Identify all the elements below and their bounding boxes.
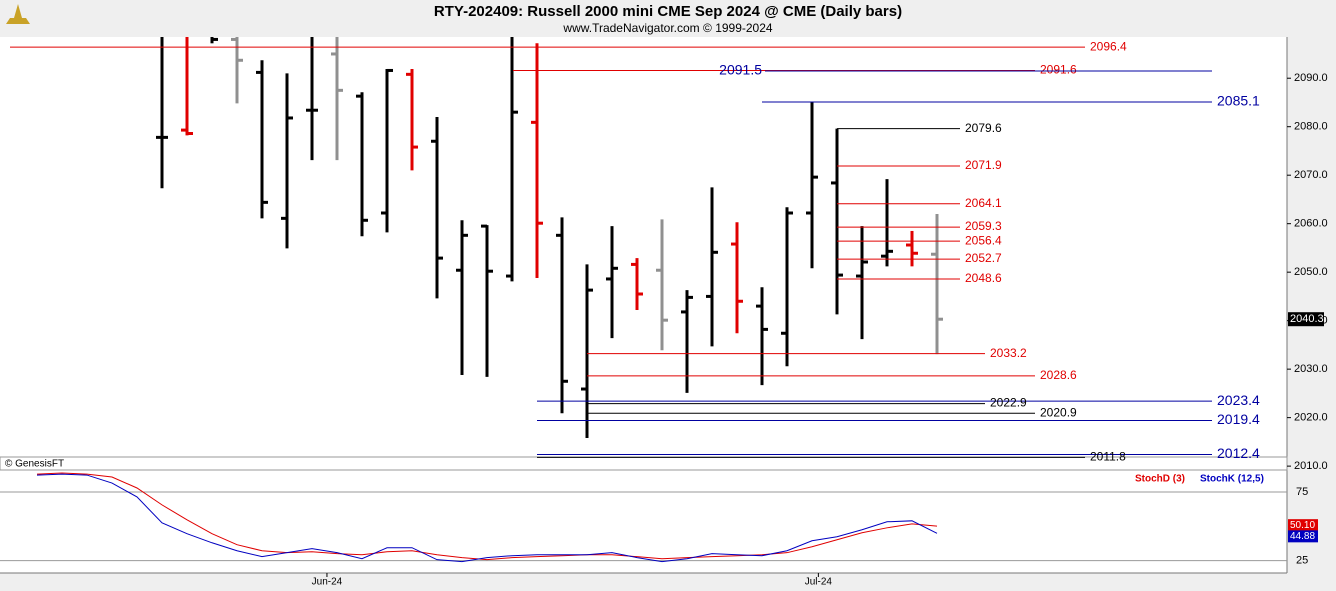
y-tick-label: 2070.0 bbox=[1294, 169, 1328, 181]
level-label: 2022.9 bbox=[990, 396, 1027, 410]
x-tick-label: Jul-24 bbox=[805, 577, 833, 588]
last-price-label: 2040.3 bbox=[1290, 313, 1324, 325]
annotation: © GenesisFT bbox=[5, 459, 64, 470]
y-tick-label: 2060.0 bbox=[1294, 218, 1328, 230]
level-label: 2071.9 bbox=[965, 158, 1002, 172]
level-label: 2011.8 bbox=[1090, 450, 1126, 464]
stoch-line bbox=[36, 473, 938, 563]
time-axis bbox=[0, 573, 1287, 591]
chart-subtitle: www.TradeNavigator.com © 1999-2024 bbox=[562, 21, 772, 35]
level-label: 2023.4 bbox=[1217, 392, 1260, 408]
level-label: 2079.6 bbox=[965, 121, 1002, 135]
stoch-line bbox=[36, 472, 938, 561]
y-tick-label: 2090.0 bbox=[1294, 72, 1328, 84]
price-pane bbox=[156, 37, 943, 438]
level-label: 2091.5 bbox=[719, 62, 762, 78]
y-tick-label: 2010.0 bbox=[1294, 460, 1328, 472]
last-value-box bbox=[1288, 519, 1318, 532]
last-value-label: 50.10 bbox=[1290, 520, 1315, 531]
logo bbox=[6, 4, 30, 24]
level-label: 2012.4 bbox=[1217, 445, 1260, 461]
level-label: 2020.9 bbox=[1040, 405, 1077, 419]
header bbox=[0, 0, 1336, 37]
level-label: 2085.1 bbox=[1217, 93, 1260, 109]
chart-title: RTY-202409: Russell 2000 mini CME Sep 20… bbox=[434, 3, 902, 20]
level-label: 2028.6 bbox=[1040, 368, 1077, 382]
y-tick-label: 2080.0 bbox=[1294, 121, 1328, 133]
legend-label: StochK (12,5) bbox=[1200, 474, 1264, 485]
y-tick-label: 2030.0 bbox=[1294, 363, 1328, 375]
legend-label: StochD (3) bbox=[1135, 474, 1185, 485]
level-label: 2091.6 bbox=[1040, 63, 1077, 77]
last-price-box bbox=[1288, 312, 1324, 327]
level-label: 2059.3 bbox=[965, 219, 1002, 233]
last-value-label: 44.88 bbox=[1290, 531, 1315, 542]
level-label: 2019.4 bbox=[1217, 411, 1260, 427]
level-label: 2052.7 bbox=[965, 251, 1002, 265]
x-tick-label: Jun-24 bbox=[312, 577, 343, 588]
y-tick-label: 25 bbox=[1296, 555, 1308, 567]
level-label: 2064.1 bbox=[965, 196, 1002, 210]
y-tick-label: 2050.0 bbox=[1294, 266, 1328, 278]
level-label: 2033.2 bbox=[990, 346, 1027, 360]
y-tick-label: 75 bbox=[1296, 486, 1308, 498]
level-label: 2096.4 bbox=[1090, 39, 1127, 53]
level-label: 2048.6 bbox=[965, 271, 1002, 285]
y-tick-label: 2020.0 bbox=[1294, 412, 1328, 424]
level-label: 2056.4 bbox=[965, 233, 1002, 247]
last-value-box bbox=[1288, 530, 1318, 543]
